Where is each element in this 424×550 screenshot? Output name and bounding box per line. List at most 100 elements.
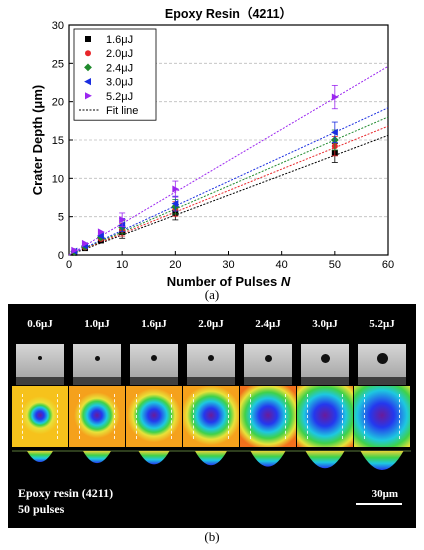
energy-label: 2.4μJ — [255, 318, 281, 330]
depth-color-map — [12, 386, 68, 447]
guide-dash-line — [114, 394, 115, 439]
crater-photo — [130, 344, 178, 377]
depth-profile — [69, 450, 126, 464]
crater-depth-chart: 0 10 20 30 40 50 60 0 5 10 15 20 25 30 Epoxy Resin（421… — [30, 6, 394, 289]
x-tick-label: 0 — [66, 259, 72, 271]
legend-label: 2.4μJ — [106, 62, 133, 74]
crater-photo — [73, 344, 121, 377]
y-tick-label: 20 — [52, 97, 64, 109]
y-tick-label: 5 — [58, 212, 64, 224]
zoom-connector — [130, 377, 178, 385]
depth-profile — [354, 450, 411, 470]
legend-box — [73, 28, 157, 121]
legend-marker — [84, 63, 92, 72]
data-point — [330, 128, 338, 136]
crater-photo — [358, 344, 406, 377]
legend-marker — [85, 50, 91, 57]
guide-dash-line — [285, 394, 286, 439]
guide-dash-line — [22, 394, 23, 439]
legend-label: 5.2μJ — [106, 91, 133, 103]
zoom-connector — [187, 377, 235, 385]
y-tick-label: 10 — [52, 173, 64, 185]
depth-profile — [297, 450, 354, 469]
crater-hole — [38, 356, 42, 360]
energy-label: 2.0μJ — [198, 318, 224, 330]
x-tick-label: 20 — [169, 259, 181, 271]
y-axis-label: Crater Depth (μm) — [30, 85, 45, 196]
guide-dash-line — [307, 394, 308, 439]
data-point — [97, 232, 104, 240]
crater-photo — [16, 344, 64, 377]
x-tick-label: 60 — [382, 259, 394, 271]
x-tick-label: 40 — [276, 259, 288, 271]
crater-photo — [301, 344, 349, 377]
depth-color-map — [354, 386, 410, 447]
legend-marker — [84, 78, 91, 86]
zoom-connector — [244, 377, 292, 385]
data-point — [119, 216, 127, 224]
energy-label: 0.6μJ — [27, 318, 53, 330]
legend-label: 3.0μJ — [106, 77, 133, 89]
crater-hole — [376, 352, 388, 364]
chart-title: Epoxy Resin（4211） — [165, 6, 292, 21]
zoom-connector — [358, 377, 406, 385]
depth-profile — [240, 450, 297, 467]
depth-color-map — [240, 386, 296, 447]
data-point — [81, 239, 89, 248]
legend-label: 1.6μJ — [106, 34, 133, 46]
x-tick-label: 50 — [329, 259, 341, 271]
crater-hole — [264, 354, 272, 362]
legend-label: 2.0μJ — [106, 48, 133, 60]
y-tick-label: 25 — [52, 58, 64, 70]
legend-marker — [85, 36, 91, 42]
caption-a: (a) — [204, 287, 220, 302]
depth-color-map — [126, 386, 182, 447]
guide-dash-line — [79, 394, 80, 439]
guide-dash-line — [364, 394, 365, 439]
data-point — [331, 93, 339, 101]
x-axis-symbol: N — [281, 274, 291, 289]
data-point — [172, 185, 180, 193]
crater-micrograph-panel: Epoxy resin (4211) 50 pulses 30μm 0.6μJ 1… — [8, 304, 416, 528]
crater-hole — [208, 355, 214, 361]
scale-bar — [356, 503, 402, 505]
zoom-connector — [301, 377, 349, 385]
guide-dash-line — [399, 394, 400, 439]
energy-label: 1.0μJ — [84, 318, 110, 330]
guide-dash-line — [57, 394, 58, 439]
legend-marker — [85, 92, 92, 100]
y-tick-label: 30 — [52, 20, 64, 32]
crater-hole — [151, 355, 157, 361]
zoom-connector — [73, 377, 121, 385]
energy-label: 5.2μJ — [369, 318, 395, 330]
depth-color-map — [183, 386, 239, 447]
data-point — [97, 228, 105, 236]
scale-bar-label: 30μm — [371, 488, 398, 500]
material-label: Epoxy resin (4211) — [18, 486, 114, 500]
crater-hole — [94, 355, 100, 361]
data-point — [171, 200, 179, 208]
fit-line — [68, 134, 389, 256]
y-tick-label: 15 — [52, 135, 64, 147]
guide-dash-line — [228, 394, 229, 439]
crater-photo — [187, 344, 235, 377]
depth-profile — [12, 450, 69, 462]
caption-b: (b) — [204, 529, 220, 544]
crater-photo — [244, 344, 292, 377]
guide-dash-line — [342, 394, 343, 439]
pulses-label: 50 pulses — [18, 502, 65, 516]
crater-hole — [320, 353, 330, 363]
legend-label: Fit line — [106, 105, 138, 117]
depth-profile — [126, 450, 183, 465]
depth-profile — [183, 450, 240, 466]
guide-dash-line — [136, 394, 137, 439]
energy-label: 3.0μJ — [312, 318, 338, 330]
guide-dash-line — [193, 394, 194, 439]
depth-color-map — [69, 386, 125, 447]
fit-line — [68, 125, 389, 256]
x-tick-label: 10 — [116, 259, 128, 271]
fit-line — [68, 107, 389, 256]
depth-color-map — [297, 386, 353, 447]
fit-line — [68, 116, 389, 256]
energy-label: 1.6μJ — [141, 318, 167, 330]
